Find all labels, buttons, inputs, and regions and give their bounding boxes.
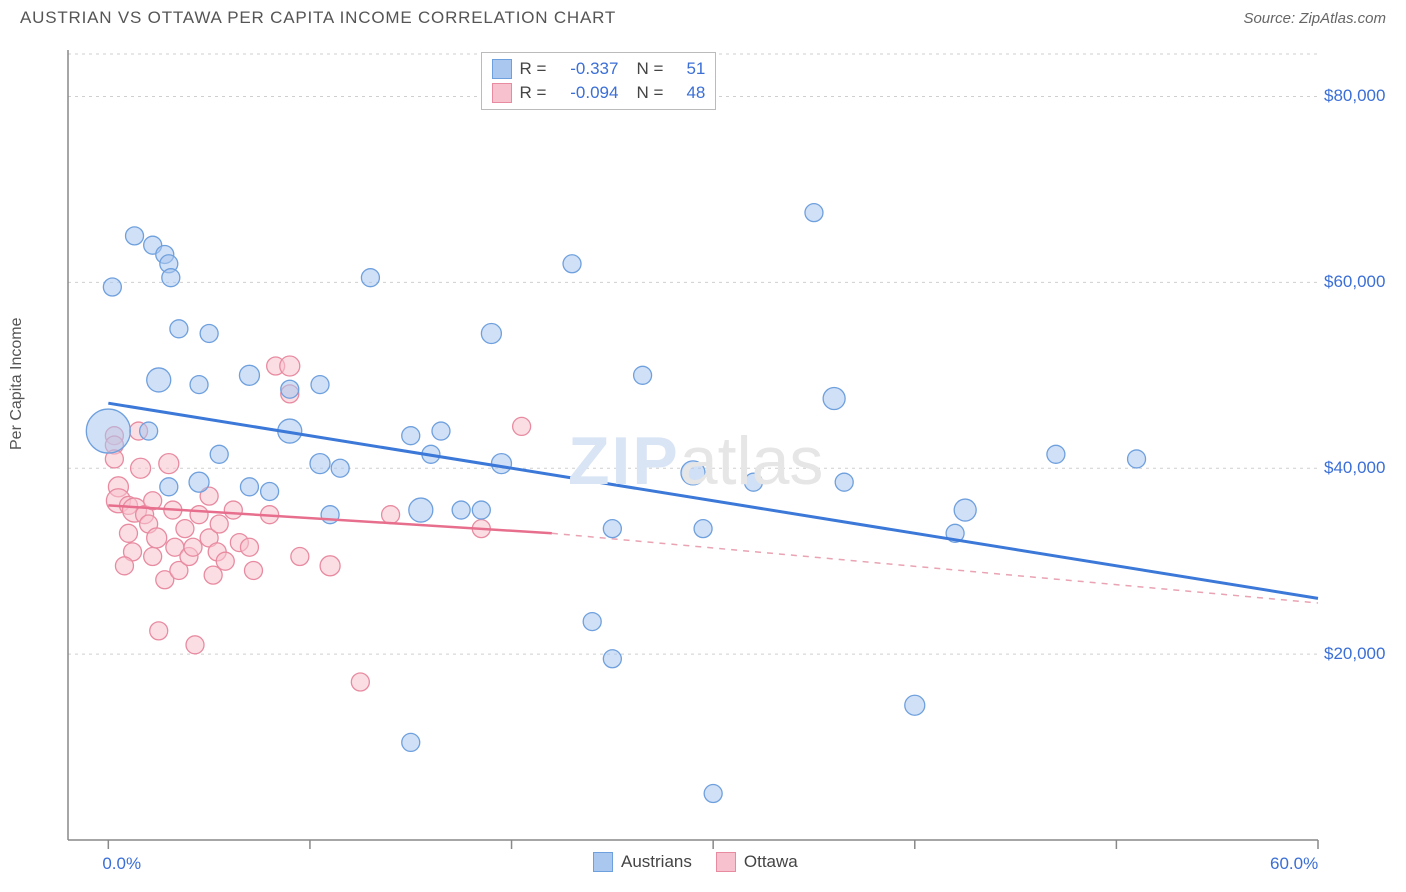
scatter-plot (20, 40, 1388, 880)
y-axis-label: Per Capita Income (8, 317, 26, 450)
source-label: Source: ZipAtlas.com (1243, 10, 1386, 27)
y-tick-label: $60,000 (1324, 272, 1385, 292)
legend-swatch (593, 852, 613, 872)
stats-legend-row: R =-0.337N =51 (492, 57, 706, 81)
legend-swatch (492, 83, 512, 103)
y-tick-label: $20,000 (1324, 644, 1385, 664)
stats-legend-row: R =-0.094N =48 (492, 81, 706, 105)
y-tick-label: $40,000 (1324, 458, 1385, 478)
legend-item: Austrians (593, 852, 692, 872)
chart-area: Per Capita Income ZIPatlas R =-0.337N =5… (20, 40, 1386, 870)
legend-swatch (492, 59, 512, 79)
legend-swatch (716, 852, 736, 872)
x-tick-label: 60.0% (1270, 854, 1318, 874)
y-tick-label: $80,000 (1324, 86, 1385, 106)
series-legend: Austrians Ottawa (593, 852, 798, 872)
legend-item: Ottawa (716, 852, 798, 872)
x-tick-label: 0.0% (102, 854, 141, 874)
chart-title: AUSTRIAN VS OTTAWA PER CAPITA INCOME COR… (20, 8, 616, 28)
stats-legend: R =-0.337N =51R =-0.094N =48 (481, 52, 717, 110)
